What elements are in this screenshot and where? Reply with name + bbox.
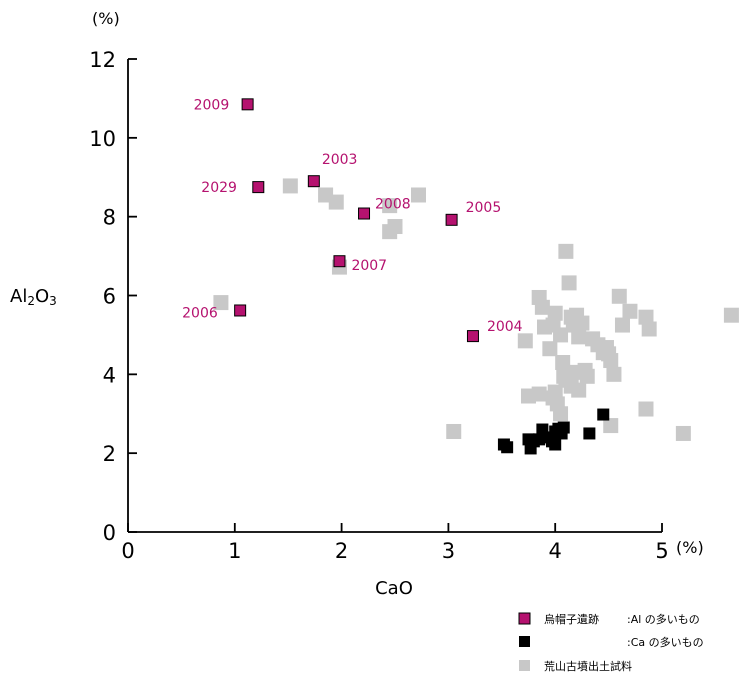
al-rich-point <box>252 181 265 194</box>
legend-name: 烏帽子遺跡 <box>544 612 599 626</box>
y-tick-label: 4 <box>103 363 116 387</box>
arayama-point <box>547 305 563 321</box>
arayama-point <box>561 275 577 291</box>
arayama-point <box>534 299 550 315</box>
point-label: 2029 <box>201 180 237 196</box>
al-rich-point <box>445 213 458 226</box>
arayama-point <box>531 386 547 402</box>
x-axis-unit: (%) <box>676 538 704 557</box>
ca-rich-point <box>501 441 514 454</box>
arayama-point <box>675 425 691 441</box>
arayama-point <box>282 178 298 194</box>
arayama-point <box>606 366 622 382</box>
arayama-point <box>556 368 572 384</box>
point-label: 2006 <box>182 305 218 321</box>
ca-rich-point <box>557 421 570 434</box>
al-rich-point <box>241 98 254 111</box>
x-tick-label: 0 <box>121 539 134 563</box>
point-label: 2007 <box>351 258 387 274</box>
arayama-point <box>553 406 569 422</box>
arayama-point <box>614 317 630 333</box>
al-rich-point <box>234 304 247 317</box>
y-axis-unit: (%) <box>92 9 120 28</box>
arayama-point <box>517 333 533 349</box>
arayama-point <box>555 355 571 371</box>
ca-rich-point <box>597 408 610 421</box>
ca-rich-point <box>549 438 562 451</box>
arayama-point <box>571 329 587 345</box>
arayama-point <box>545 390 561 406</box>
arayama-point <box>611 288 627 304</box>
legend-name: 荒山古墳出土試料 <box>544 659 632 673</box>
arayama-point <box>603 353 619 369</box>
al-rich-point <box>466 330 479 343</box>
x-axis-title: CaO <box>375 578 413 599</box>
arayama-point <box>553 327 569 343</box>
arayama-point <box>571 382 587 398</box>
arayama-point <box>641 321 657 337</box>
arayama-point <box>723 307 739 323</box>
legend-note: :Al の多いもの <box>627 612 700 626</box>
legend-marker <box>519 636 530 647</box>
arayama-point <box>622 303 638 319</box>
x-tick-label: 1 <box>228 539 241 563</box>
x-tick-label: 3 <box>442 539 455 563</box>
al-rich-point <box>333 255 346 268</box>
point-label: 2003 <box>322 152 358 168</box>
legend-note: :Ca の多いもの <box>627 635 704 649</box>
arayama-point <box>579 368 595 384</box>
x-tick-label: 5 <box>655 539 668 563</box>
x-tick-label: 4 <box>549 539 562 563</box>
y-tick-label: 12 <box>89 48 116 72</box>
y-tick-label: 0 <box>103 521 116 545</box>
arayama-point <box>574 315 590 331</box>
legend-marker <box>518 612 531 625</box>
y-tick-label: 8 <box>103 206 116 230</box>
point-label: 2009 <box>194 97 230 113</box>
x-tick-label: 2 <box>335 539 348 563</box>
arayama-point <box>410 187 426 203</box>
y-tick-label: 10 <box>89 127 116 151</box>
arayama-point <box>638 401 654 417</box>
data-points: 2009 2029 2003 2008 2005 2007 2006 2004 <box>182 97 739 455</box>
arayama-point <box>446 423 462 439</box>
legend-marker <box>519 660 530 671</box>
ca-rich-point <box>583 427 596 440</box>
arayama-point <box>213 295 229 311</box>
arayama-point <box>328 194 344 210</box>
al-rich-point <box>358 207 371 220</box>
arayama-point <box>638 309 654 325</box>
y-tick-label: 2 <box>103 442 116 466</box>
arayama-point <box>603 418 619 434</box>
arayama-point <box>558 243 574 259</box>
y-tick-label: 6 <box>103 285 116 309</box>
arayama-point <box>542 341 558 357</box>
y-axis-title: Al2O3 <box>10 286 57 308</box>
arayama-point <box>387 219 403 235</box>
point-label: 2008 <box>375 197 411 213</box>
arayama-point <box>382 198 398 214</box>
point-label: 2005 <box>466 200 502 216</box>
point-label: 2004 <box>487 319 523 335</box>
al-rich-point <box>307 175 320 188</box>
